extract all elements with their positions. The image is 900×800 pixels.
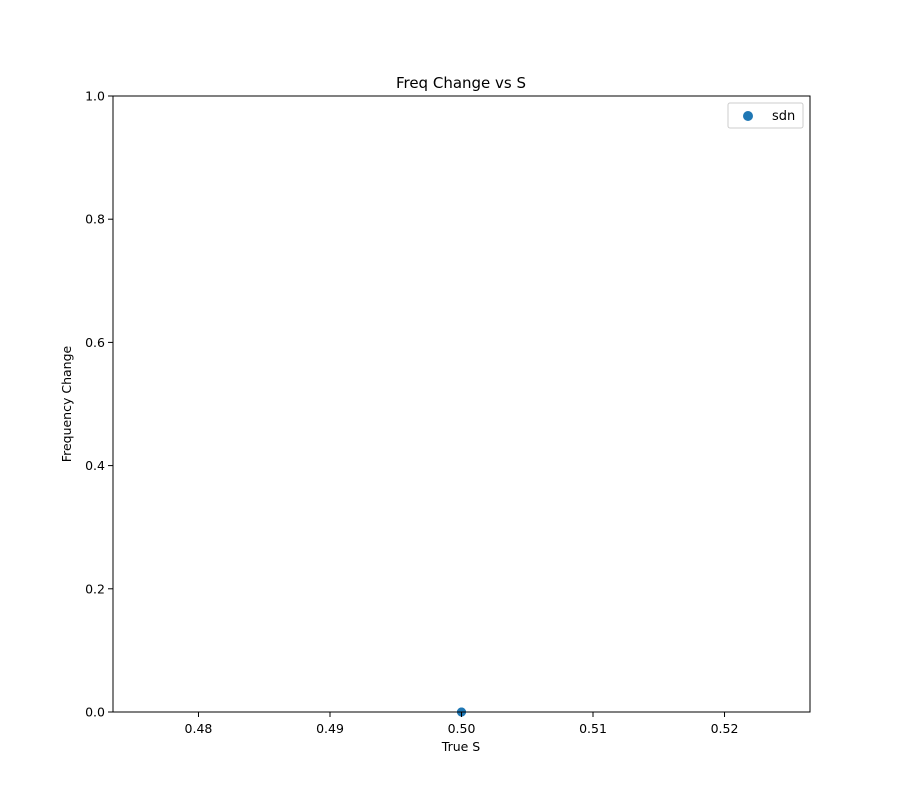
x-tick-label: 0.50: [448, 721, 476, 736]
x-tick-label: 0.49: [316, 721, 344, 736]
chart-title: Freq Change vs S: [396, 74, 526, 92]
x-axis-ticks: 0.48 0.49 0.50 0.51 0.52: [185, 712, 739, 736]
x-axis-label: True S: [441, 739, 481, 754]
legend: sdn: [727, 102, 804, 129]
y-tick-label: 0.6: [85, 335, 105, 350]
y-axis-ticks: 0.0 0.2 0.4 0.6 0.8 1.0: [85, 89, 113, 720]
y-tick-label: 0.0: [85, 705, 105, 720]
y-tick-label: 0.4: [85, 458, 105, 473]
plot-area: [113, 96, 810, 712]
x-tick-label: 0.51: [579, 721, 607, 736]
y-tick-label: 1.0: [85, 89, 105, 104]
x-tick-label: 0.52: [711, 721, 739, 736]
y-tick-label: 0.8: [85, 212, 105, 227]
legend-box: [727, 102, 804, 129]
x-tick-label: 0.48: [185, 721, 213, 736]
y-tick-label: 0.2: [85, 581, 105, 596]
y-axis-label: Frequency Change: [59, 345, 74, 462]
legend-marker-sdn: [743, 111, 753, 121]
legend-label-sdn: sdn: [772, 109, 795, 124]
